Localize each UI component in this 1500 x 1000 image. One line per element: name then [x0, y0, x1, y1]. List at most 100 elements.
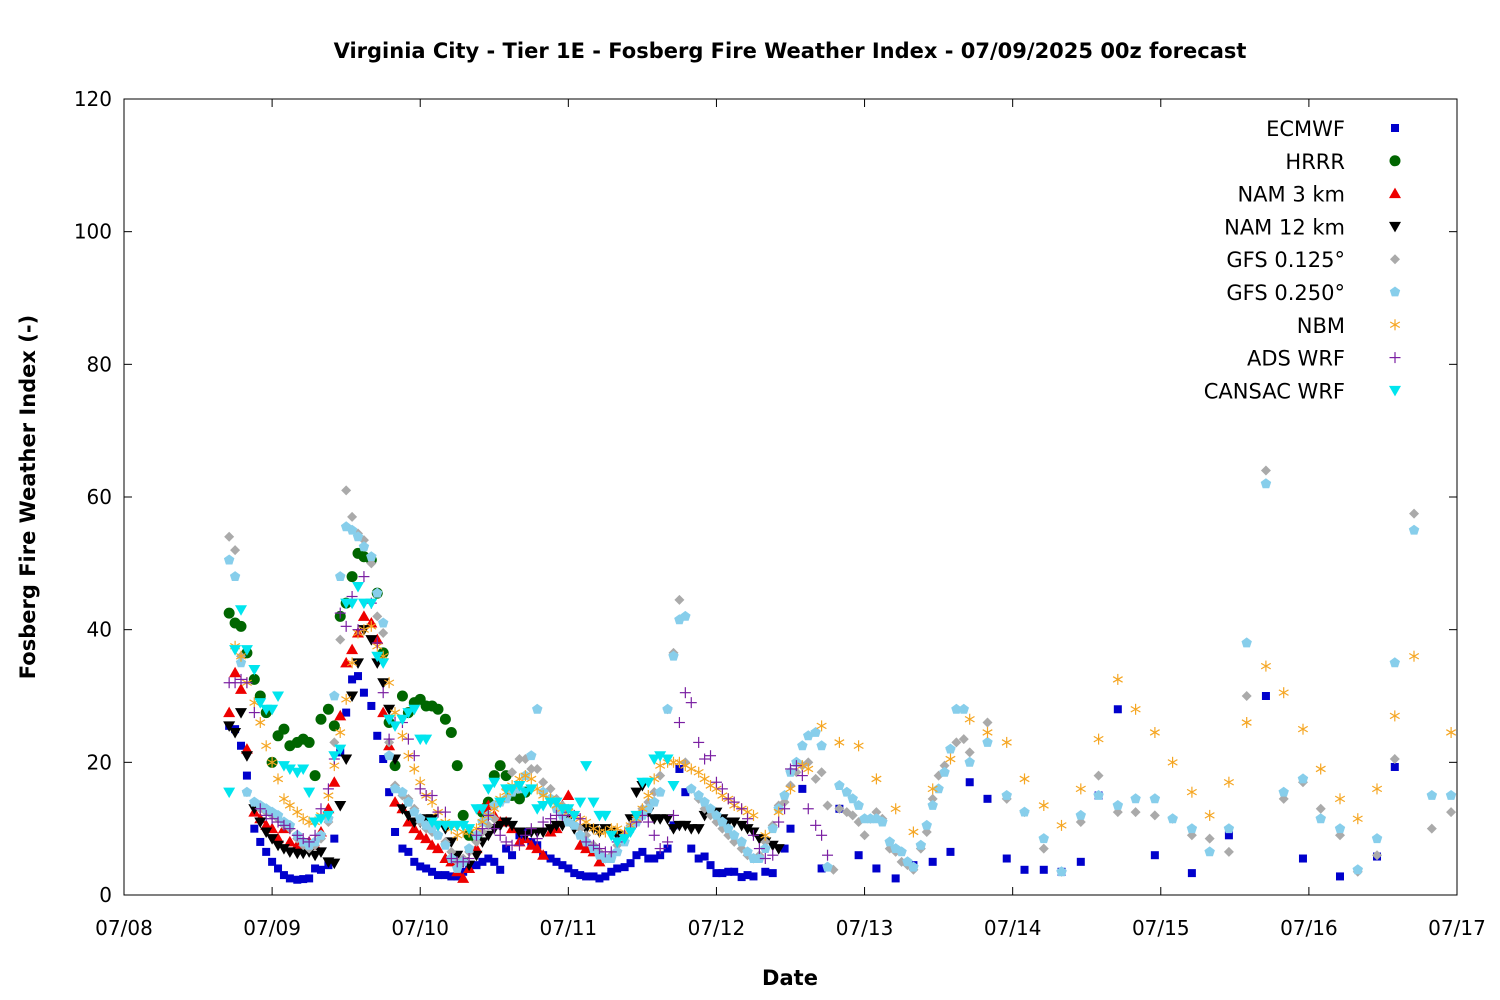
data-point	[457, 856, 469, 868]
data-point	[927, 793, 938, 804]
y-tick-label: 20	[87, 750, 112, 774]
data-point	[620, 863, 629, 872]
data-point	[662, 703, 673, 714]
data-point	[414, 783, 426, 795]
data-point	[279, 871, 288, 880]
y-tick-label: 0	[99, 883, 112, 907]
data-point	[314, 847, 327, 858]
data-point	[334, 744, 347, 756]
data-point	[896, 846, 907, 857]
data-point	[433, 871, 442, 880]
data-point	[303, 787, 316, 799]
data-point	[293, 875, 302, 884]
data-point	[601, 872, 610, 881]
data-point	[1167, 756, 1178, 768]
data-point	[902, 856, 913, 867]
data-point	[759, 853, 771, 865]
data-point	[884, 836, 895, 847]
data-point	[650, 854, 659, 863]
data-point	[410, 857, 419, 866]
data-point	[240, 743, 253, 754]
data-point	[686, 763, 697, 775]
data-point	[414, 829, 427, 840]
data-point	[494, 829, 506, 841]
data-point	[496, 865, 505, 874]
data-point	[229, 571, 241, 581]
x-axis-label: Date	[762, 966, 818, 990]
data-point	[642, 777, 655, 789]
data-point	[705, 803, 716, 814]
data-point	[428, 867, 437, 876]
data-point	[736, 836, 747, 847]
data-point	[352, 582, 365, 593]
data-point	[747, 829, 759, 841]
data-point	[1093, 733, 1104, 745]
data-point	[754, 853, 765, 863]
data-point	[284, 823, 296, 835]
legend-label: GFS 0.250°	[1226, 281, 1345, 305]
data-point	[432, 829, 444, 840]
data-point	[537, 816, 549, 828]
data-point	[277, 761, 290, 772]
data-point	[402, 708, 415, 719]
data-point	[928, 857, 937, 866]
data-point	[1019, 806, 1030, 817]
data-point	[655, 760, 666, 772]
data-point	[593, 843, 605, 855]
data-point	[315, 829, 327, 840]
data-point	[383, 750, 395, 761]
data-point	[525, 839, 538, 850]
data-point	[728, 796, 740, 808]
data-point	[283, 835, 296, 847]
data-point	[1260, 478, 1272, 489]
data-point	[1389, 754, 1400, 765]
data-point	[630, 787, 643, 799]
data-point	[605, 830, 618, 842]
data-point	[398, 844, 407, 853]
data-point	[654, 843, 666, 855]
x-tick-label: 07/11	[540, 916, 598, 940]
y-axis-label: Fosberg Fire Weather Index (-)	[16, 315, 40, 679]
data-point	[661, 754, 674, 766]
data-point	[780, 844, 789, 853]
data-point	[1130, 807, 1141, 818]
data-point	[667, 781, 680, 792]
data-point	[790, 760, 802, 772]
data-point	[389, 796, 402, 807]
data-point	[266, 834, 279, 845]
data-point	[613, 864, 622, 873]
data-point	[470, 850, 483, 862]
data-point	[1075, 809, 1086, 820]
data-point	[223, 607, 235, 619]
data-point	[1260, 465, 1271, 476]
data-point	[476, 823, 488, 835]
data-point	[391, 827, 400, 836]
data-point	[618, 834, 631, 845]
data-point	[508, 851, 517, 860]
data-point	[365, 598, 378, 610]
data-point	[1335, 872, 1344, 881]
data-point	[1408, 524, 1420, 535]
data-point	[506, 820, 519, 832]
data-point	[921, 819, 932, 830]
data-point	[663, 844, 672, 853]
data-point	[445, 726, 457, 738]
legend-marker	[1389, 221, 1401, 233]
data-point	[235, 657, 247, 668]
data-point	[500, 817, 513, 829]
x-tick-label: 07/12	[688, 916, 746, 940]
data-point	[1261, 692, 1270, 700]
data-point	[587, 797, 600, 809]
data-point	[945, 753, 956, 765]
data-point	[1187, 869, 1196, 878]
data-point	[237, 741, 246, 750]
data-point	[834, 780, 845, 790]
data-point	[1056, 866, 1067, 877]
data-point	[223, 706, 236, 718]
data-point	[706, 861, 715, 870]
data-point	[558, 861, 567, 870]
data-point	[484, 854, 493, 863]
data-point	[1315, 763, 1326, 775]
data-point	[383, 704, 396, 716]
data-point	[729, 829, 740, 840]
